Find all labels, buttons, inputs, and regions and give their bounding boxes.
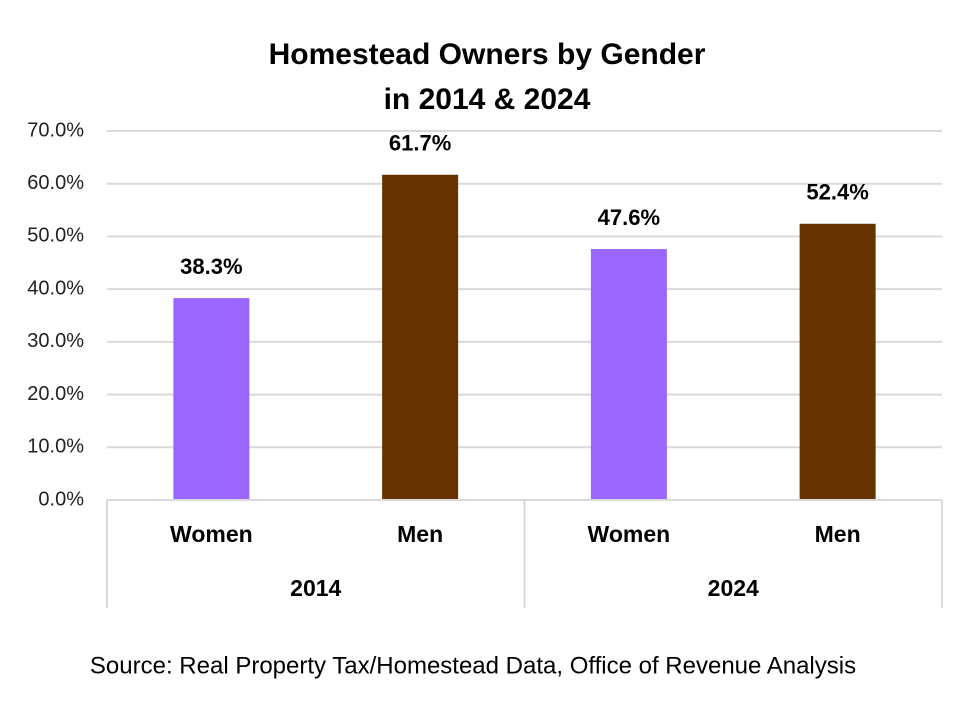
bar [173, 298, 250, 500]
x-tick-label: Men [397, 521, 443, 547]
y-tick-label: 50.0% [27, 225, 84, 247]
x-tick-label: Women [170, 521, 253, 547]
y-tick-label: 10.0% [27, 436, 84, 458]
data-label: 47.6% [598, 205, 660, 230]
data-label: 38.3% [180, 254, 242, 279]
bar [382, 174, 459, 500]
source-note: Source: Real Property Tax/Homestead Data… [90, 652, 856, 679]
x-tick-label: Men [815, 521, 861, 547]
y-tick-label: 0.0% [38, 488, 84, 510]
data-label: 61.7% [389, 131, 451, 156]
y-tick-label: 30.0% [27, 330, 84, 352]
group-label: 2024 [708, 575, 759, 601]
chart-title: Homestead Owners by Gender [269, 38, 706, 71]
chart-title: in 2014 & 2024 [384, 83, 591, 116]
data-label: 52.4% [806, 180, 868, 205]
bar [799, 223, 876, 500]
y-tick-label: 60.0% [27, 172, 84, 194]
group-label: 2014 [290, 575, 341, 601]
y-tick-label: 40.0% [27, 277, 84, 299]
x-tick-label: Women [588, 521, 671, 547]
bar [590, 249, 667, 500]
y-tick-label: 20.0% [27, 383, 84, 405]
y-tick-label: 70.0% [27, 119, 84, 141]
